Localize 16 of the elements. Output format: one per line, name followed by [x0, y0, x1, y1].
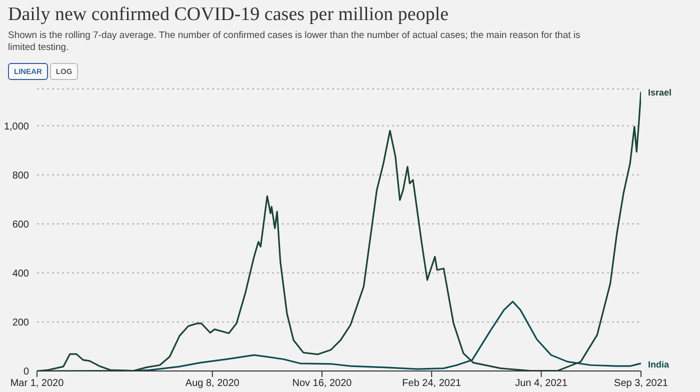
x-tick-label: Nov 16, 2020: [292, 378, 352, 390]
x-tick-label: Sep 3, 2021: [614, 378, 668, 390]
x-tick-label: Aug 8, 2020: [185, 378, 240, 390]
y-tick-label: 0: [23, 366, 30, 378]
series-label: Israel: [648, 88, 672, 98]
chart-title: Daily new confirmed COVID-19 cases per million people: [8, 4, 449, 26]
x-tick-label: Feb 24, 2021: [402, 378, 462, 390]
y-tick-label: 1,000: [4, 121, 30, 132]
y-tick-label: 200: [12, 318, 30, 329]
x-tick-label: Mar 1, 2020: [10, 378, 64, 390]
x-tick-label: Jun 4, 2021: [515, 378, 568, 390]
series-label: India: [648, 359, 670, 370]
chart-subtitle: Shown is the rolling 7-day average. The number of confirmed cases is lower than the number of actual cases; the main reason for that is limited testing.: [8, 30, 582, 54]
y-tick-label: 400: [12, 268, 30, 280]
y-tick-label: 800: [12, 170, 30, 182]
y-tick-label: 600: [12, 219, 30, 230]
